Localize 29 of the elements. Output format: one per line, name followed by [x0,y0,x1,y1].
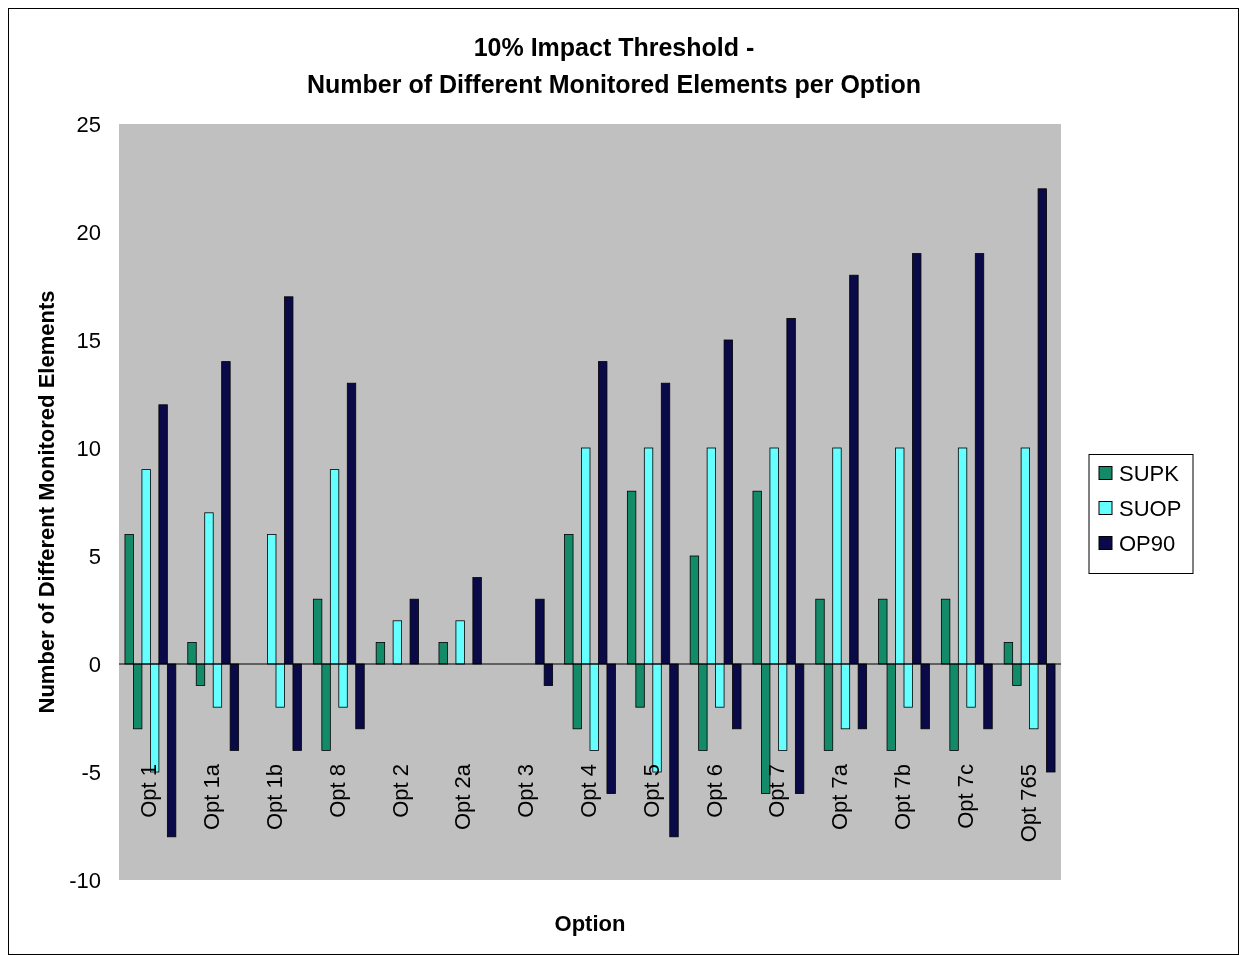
y-tick-label: 25 [76,112,101,137]
x-tick-label: Opt 8 [324,764,350,818]
x-tick-label: Opt 1a [199,763,225,831]
y-tick-label: -5 [81,760,101,785]
legend-label: SUOP [1119,495,1182,521]
x-tick-label: Opt 7c [952,764,978,829]
x-tick-label: Opt 3 [513,764,539,818]
x-tick-label: Opt 6 [701,764,727,818]
x-axis-title: Option [554,911,626,936]
y-tick-label: 10 [76,436,101,461]
x-tick-label: Opt 2 [387,764,413,818]
x-tick-label: Opt 2a [450,763,476,831]
chart-title: 10% Impact Threshold - Number of Different Monitored Elements per Option [307,33,921,98]
x-tick-label: Opt 7 [764,764,790,818]
y-tick-label: -10 [69,868,101,893]
x-tick-label: Opt 765 [1015,764,1041,843]
x-tick-label: Opt 1 [136,764,162,818]
y-tick-label: 20 [76,220,101,245]
x-tick-label: Opt 5 [638,764,664,818]
x-tick-label: Opt 7a [827,763,853,831]
y-axis-title: Number of Different Monitored Elements [34,290,59,714]
x-tick-label: Opt 7b [890,764,915,831]
x-tick-label: Opt 1b [262,764,287,831]
x-tick-label: Opt 4 [576,764,601,818]
y-tick-label: 15 [76,328,101,353]
legend-label: SUPK [1119,460,1180,486]
y-tick-label: 0 [88,652,101,677]
y-tick-label: 5 [88,544,101,569]
legend-label: OP90 [1119,530,1176,556]
